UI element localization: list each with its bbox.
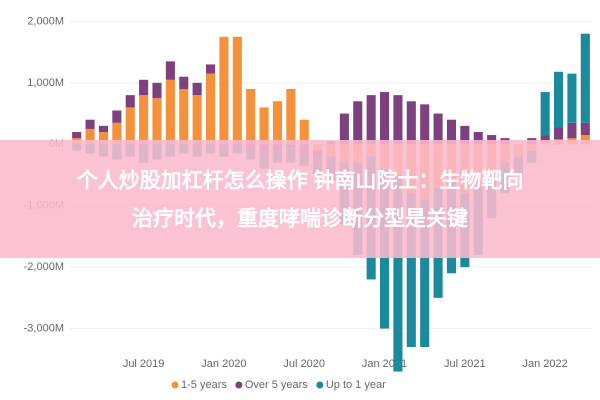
bar-segment (152, 82, 162, 99)
bar-segment (553, 71, 564, 128)
bar-segment (139, 95, 149, 145)
banner-background (0, 140, 600, 258)
bar-segment (98, 132, 109, 145)
bar-segment (72, 132, 82, 139)
bar-segment (420, 104, 430, 145)
bar-segment (473, 132, 483, 145)
bar-segment (85, 119, 95, 129)
bar-segment (139, 79, 149, 96)
bar-segment (272, 101, 283, 145)
bar-segment (286, 89, 296, 145)
bar-segment (580, 135, 590, 145)
banner-text: 个人炒股加杠杆怎么操作 钟南山院士：生物靶向 (77, 169, 524, 193)
bar-segment (420, 199, 430, 347)
bar-segment (98, 125, 109, 132)
bar-segment (179, 89, 189, 145)
bar-segment (246, 89, 256, 145)
bar-segment (125, 107, 135, 145)
bar-segment (353, 101, 363, 145)
bar-segment (540, 135, 550, 142)
bar-segment (205, 64, 216, 74)
bar-segment (219, 36, 229, 145)
bar-segment (460, 125, 470, 145)
x-tick-label: Jul 2019 (123, 358, 165, 370)
y-tick-label: 2,000M (27, 15, 64, 27)
bar-segment (205, 73, 216, 145)
bar-segment (446, 119, 457, 145)
bar-segment (192, 82, 202, 96)
bar-segment (232, 36, 242, 145)
bar-segment (379, 92, 390, 145)
legend-marker (316, 381, 324, 389)
banner-text: 治疗时代，重度哮喘诊断分型是关键 (132, 207, 468, 231)
bar-segment (580, 122, 590, 136)
bar-segment (165, 61, 175, 80)
bar-segment (393, 175, 403, 372)
bar-segment (339, 113, 349, 145)
legend-label: Up to 1 year (326, 379, 386, 391)
y-tick-label: 1,000M (27, 77, 64, 89)
bar-segment (112, 110, 122, 123)
legend-label: Over 5 years (245, 379, 308, 391)
x-tick-label: Jul 2021 (444, 358, 486, 370)
bar-segment (393, 95, 403, 145)
bar-segment (259, 107, 269, 145)
legend-marker (235, 381, 243, 389)
bar-segment (192, 95, 202, 145)
legend-marker (171, 381, 179, 389)
bar-segment (406, 101, 416, 145)
bar-segment (433, 113, 443, 145)
x-tick-label: Jan 2020 (201, 358, 246, 370)
bar-segment (553, 127, 564, 140)
bar-segment (165, 79, 175, 145)
bar-segment (567, 122, 577, 139)
bar-segment (487, 135, 497, 145)
y-tick-label: -3,000M (24, 322, 64, 334)
bar-segment (152, 98, 162, 145)
bar-segment (299, 119, 309, 145)
bar-segment (366, 95, 376, 145)
y-tick-label: -2,000M (24, 261, 64, 273)
bar-segment (540, 92, 550, 136)
legend-label: 1-5 years (181, 379, 227, 391)
x-tick-label: Jan 2022 (523, 358, 568, 370)
x-tick-label: Jul 2020 (283, 358, 325, 370)
bar-segment (125, 95, 135, 108)
bar-segment (406, 193, 416, 347)
bar-segment (567, 73, 577, 123)
bar-segment (85, 128, 95, 145)
bar-segment (112, 122, 122, 145)
bar-segment (580, 33, 590, 123)
bar-segment (179, 76, 189, 89)
